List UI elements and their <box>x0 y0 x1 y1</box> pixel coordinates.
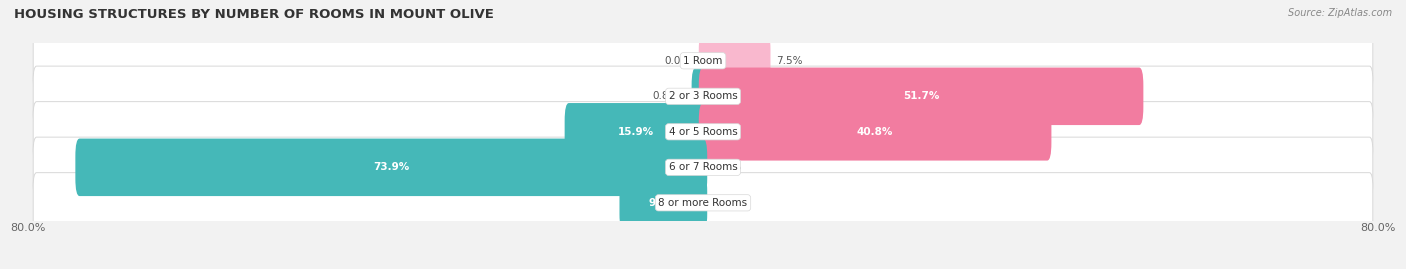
Text: 0.85%: 0.85% <box>652 91 686 101</box>
FancyBboxPatch shape <box>34 102 1372 162</box>
FancyBboxPatch shape <box>34 173 1372 233</box>
Text: 0.0%: 0.0% <box>716 198 742 208</box>
FancyBboxPatch shape <box>34 137 1372 197</box>
Text: 7.5%: 7.5% <box>776 56 803 66</box>
FancyBboxPatch shape <box>76 139 707 196</box>
Text: 8 or more Rooms: 8 or more Rooms <box>658 198 748 208</box>
Text: 40.8%: 40.8% <box>856 127 893 137</box>
Text: 51.7%: 51.7% <box>903 91 939 101</box>
Text: 0.0%: 0.0% <box>716 162 742 172</box>
Text: 6 or 7 Rooms: 6 or 7 Rooms <box>669 162 737 172</box>
FancyBboxPatch shape <box>699 68 1143 125</box>
FancyBboxPatch shape <box>699 103 1052 161</box>
FancyBboxPatch shape <box>565 103 707 161</box>
Text: Source: ZipAtlas.com: Source: ZipAtlas.com <box>1288 8 1392 18</box>
FancyBboxPatch shape <box>699 32 770 90</box>
FancyBboxPatch shape <box>34 31 1372 91</box>
Text: 0.0%: 0.0% <box>664 56 690 66</box>
Text: 9.4%: 9.4% <box>648 198 678 208</box>
Text: 4 or 5 Rooms: 4 or 5 Rooms <box>669 127 737 137</box>
Text: HOUSING STRUCTURES BY NUMBER OF ROOMS IN MOUNT OLIVE: HOUSING STRUCTURES BY NUMBER OF ROOMS IN… <box>14 8 494 21</box>
Text: 1 Room: 1 Room <box>683 56 723 66</box>
Text: 2 or 3 Rooms: 2 or 3 Rooms <box>669 91 737 101</box>
Text: 73.9%: 73.9% <box>373 162 409 172</box>
Text: 15.9%: 15.9% <box>617 127 654 137</box>
FancyBboxPatch shape <box>34 66 1372 126</box>
FancyBboxPatch shape <box>692 68 707 125</box>
FancyBboxPatch shape <box>620 174 707 232</box>
